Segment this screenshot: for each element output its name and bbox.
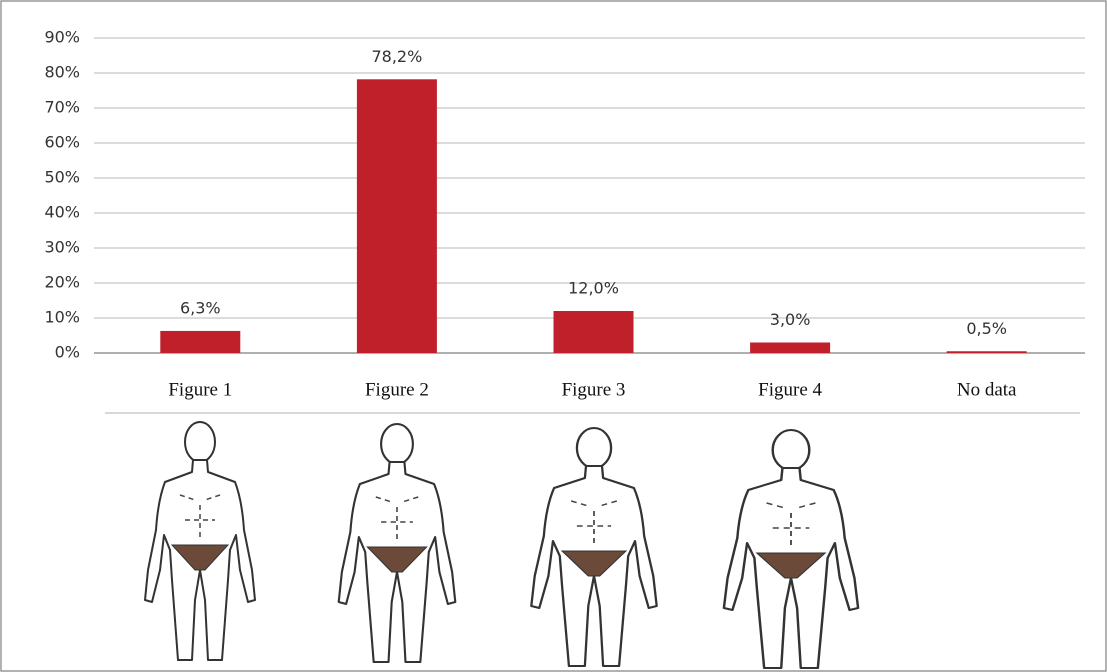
body-figure-3 xyxy=(530,426,658,668)
y-tick-label: 70% xyxy=(44,98,80,117)
y-tick-label: 90% xyxy=(44,28,80,47)
data-label: 78,2% xyxy=(371,47,422,66)
y-tick-label: 20% xyxy=(44,273,80,292)
x-tick-label: Figure 2 xyxy=(365,379,429,400)
data-label: 6,3% xyxy=(180,298,221,317)
data-label: 3,0% xyxy=(770,310,811,329)
y-tick-label: 30% xyxy=(44,238,80,257)
x-tick-label: Figure 3 xyxy=(562,379,626,400)
y-tick-label: 0% xyxy=(55,343,80,362)
bar xyxy=(946,351,1027,353)
bar xyxy=(356,79,437,354)
x-tick-label: Figure 4 xyxy=(758,379,822,400)
data-label: 0,5% xyxy=(966,319,1007,338)
y-tick-label: 80% xyxy=(44,63,80,82)
y-tick-label: 50% xyxy=(44,168,80,187)
data-label: 12,0% xyxy=(568,279,619,298)
y-tick-label: 40% xyxy=(44,203,80,222)
body-figure-1 xyxy=(144,421,256,661)
x-tick-label: No data xyxy=(957,379,1017,400)
bar xyxy=(750,342,831,353)
bar xyxy=(160,330,241,353)
body-figure-4 xyxy=(722,428,860,670)
bar xyxy=(553,311,634,353)
x-tick-label: Figure 1 xyxy=(168,379,232,400)
body-figure-2 xyxy=(337,422,457,664)
y-tick-label: 10% xyxy=(44,308,80,327)
y-tick-label: 60% xyxy=(44,133,80,152)
